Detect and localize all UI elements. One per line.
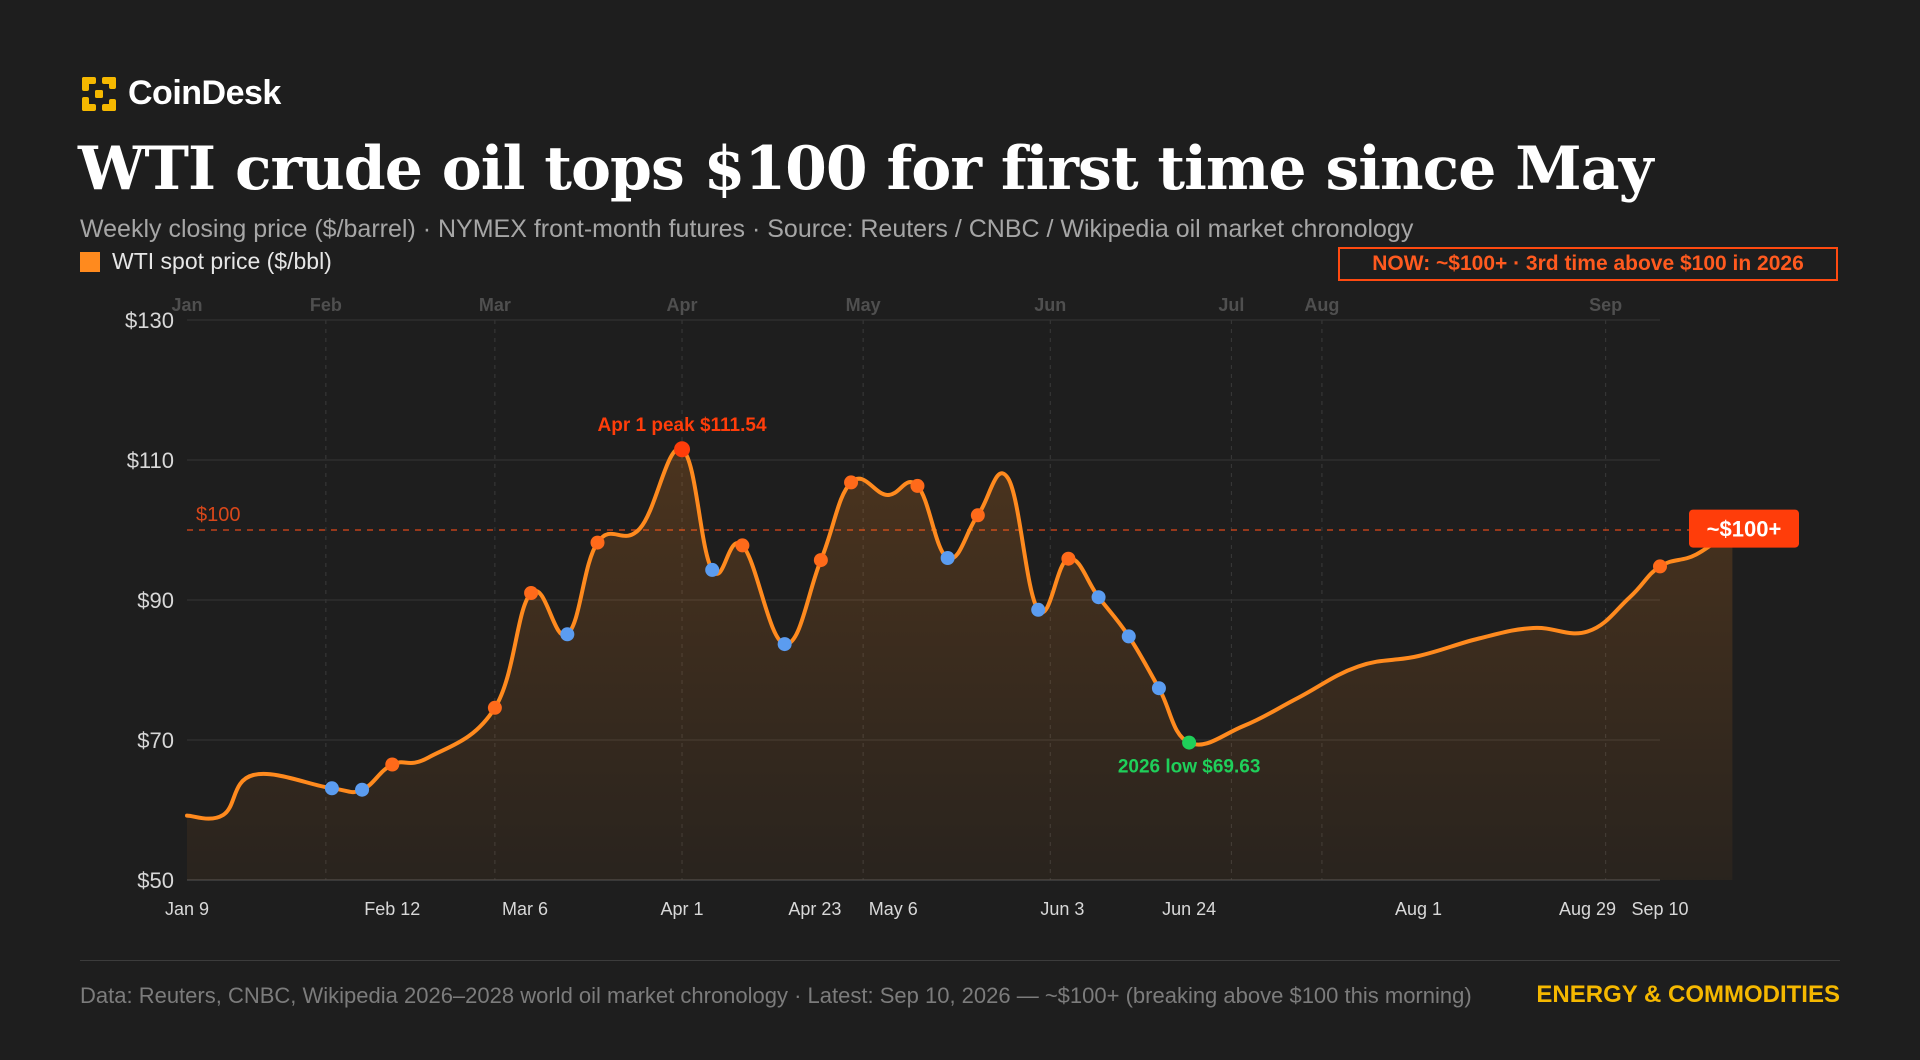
month-label: Feb [310,295,342,315]
month-label: Mar [479,295,511,315]
coindesk-logo-icon [82,76,116,111]
data-point-marker [844,475,859,490]
data-point-marker [324,781,339,796]
data-point-marker [1121,629,1136,644]
x-tick-label: Mar 6 [502,899,548,919]
legend-label: WTI spot price ($/bbl) [112,248,332,274]
data-point-marker [970,508,985,523]
section-tag: ENERGY & COMMODITIES [1536,981,1840,1008]
month-label: Jun [1034,295,1066,315]
footer-source: Data: Reuters, CNBC, Wikipedia 2026–2028… [80,983,1472,1008]
data-point-marker [813,553,828,568]
x-tick-label: May 6 [869,899,918,919]
data-point-marker [560,627,575,642]
y-tick-label: $70 [137,728,174,753]
data-point-marker [355,782,370,797]
data-point-marker [487,700,502,715]
month-label: May [846,295,881,315]
low-annotation: 2026 low $69.63 [1118,757,1261,778]
data-point-marker [590,535,605,550]
legend-swatch [80,251,100,272]
data-point-marker [1182,735,1197,750]
y-tick-label: $90 [137,588,174,613]
data-point-marker [524,586,539,600]
data-point-marker [1653,559,1667,574]
x-tick-label: Jun 3 [1040,899,1084,919]
end-value-badge [1689,509,1799,548]
chart-legend: WTI spot price ($/bbl) [80,248,332,275]
data-point-marker [735,538,750,553]
y-tick-label: $130 [125,308,174,333]
x-tick-label: Apr 23 [788,899,841,919]
data-point-marker [1031,602,1046,617]
x-tick-label: Sep 10 [1631,899,1688,919]
chart-subtitle: Weekly closing price ($/barrel) · NYMEX … [80,215,1414,243]
data-point-marker [674,441,691,458]
x-tick-label: Jun 24 [1162,899,1216,919]
brand-name: CoinDesk [128,74,281,112]
data-point-marker [385,757,400,772]
brand-logo: CoinDesk [80,74,281,113]
x-tick-label: Jan 9 [165,899,209,919]
x-tick-label: Feb 12 [364,899,420,919]
month-label: Jan [171,295,202,315]
data-point-marker [777,637,792,652]
data-point-marker [910,478,925,493]
reference-line-label: $100 [196,504,241,526]
peak-annotation: Apr 1 peak $111.54 [598,415,767,436]
chart-title: WTI crude oil tops $100 for first time s… [78,134,1653,204]
price-chart: Jan Feb Mar Apr May Jun Jul Aug Sep $50 $70 $90 $110… [125,295,1799,919]
price-area-fill [187,448,1733,880]
month-label: Jul [1218,295,1244,315]
month-label: Apr [667,295,698,315]
month-label: Sep [1589,295,1622,315]
y-tick-label: $50 [137,868,174,893]
data-point-marker [1151,681,1166,696]
data-point-marker [705,562,720,577]
data-point-marker [1091,590,1106,605]
footer-divider [80,960,1840,961]
data-point-marker [940,551,955,565]
month-label: Aug [1304,295,1339,315]
x-tick-label: Apr 1 [661,899,704,919]
x-tick-label: Aug 1 [1395,899,1442,919]
x-tick-label: Aug 29 [1559,899,1616,919]
price-line [185,446,1735,821]
end-value-label: ~$100+ [1707,517,1782,542]
now-badge: NOW: ~$100+ · 3rd time above $100 in 202… [1338,247,1838,281]
data-point-marker [1061,551,1076,566]
y-tick-label: $110 [127,448,174,473]
